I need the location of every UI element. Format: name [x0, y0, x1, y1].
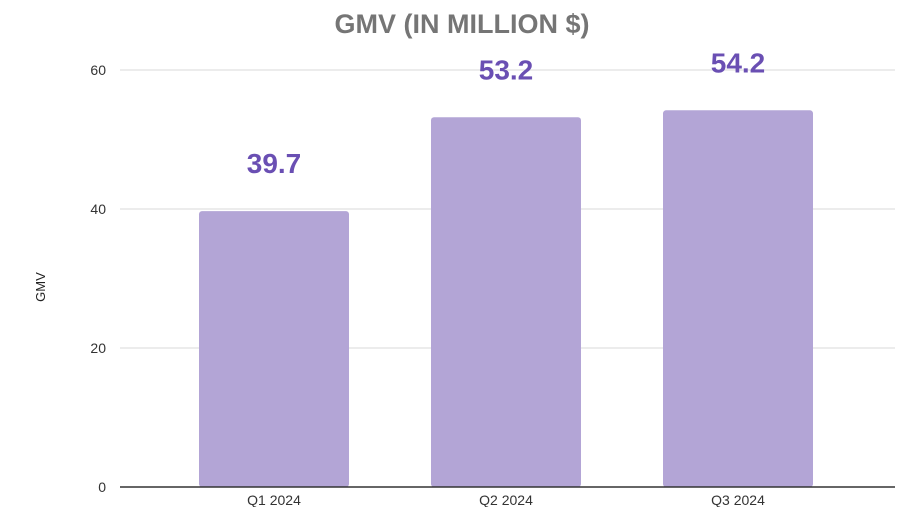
y-axis-label: GMV — [33, 272, 48, 302]
y-tick-label: 60 — [90, 62, 106, 78]
bar — [199, 211, 349, 487]
y-tick-label: 20 — [90, 340, 106, 356]
x-tick-label: Q3 2024 — [711, 492, 765, 507]
x-tick-label: Q1 2024 — [247, 492, 301, 507]
x-tick-labels: Q1 2024 Q2 2024 Q3 2024 — [247, 492, 765, 507]
chart-title: GMV (IN MILLION $) — [335, 9, 590, 39]
x-tick-label: Q2 2024 — [479, 492, 533, 507]
y-tick-label: 40 — [90, 201, 106, 217]
bar — [431, 117, 581, 487]
data-label: 53.2 — [479, 54, 534, 85]
y-tick-labels: 0 20 40 60 — [90, 62, 106, 495]
bar — [663, 110, 813, 487]
bars — [199, 110, 813, 487]
data-labels: 39.7 53.2 54.2 — [247, 47, 766, 179]
y-tick-label: 0 — [98, 479, 106, 495]
data-label: 39.7 — [247, 148, 302, 179]
data-label: 54.2 — [711, 47, 766, 78]
